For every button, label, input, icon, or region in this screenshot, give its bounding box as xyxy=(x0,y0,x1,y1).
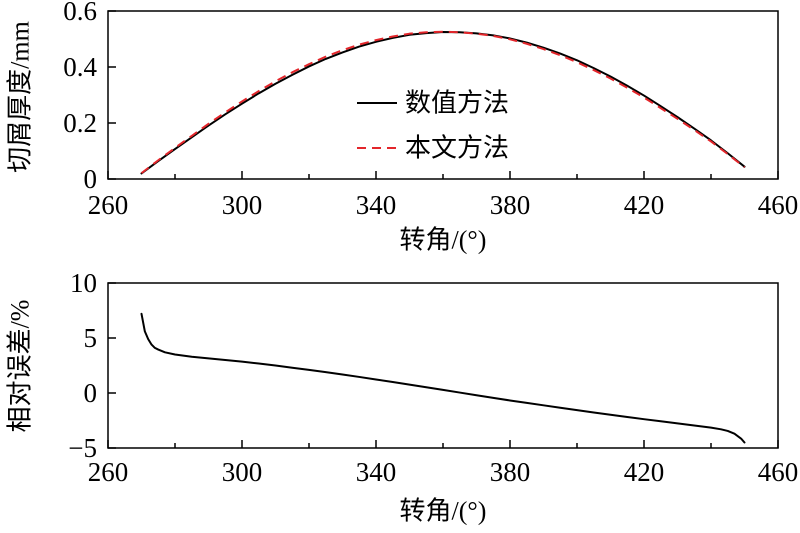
x-tick-label: 380 xyxy=(490,190,531,220)
y-tick-label: 0 xyxy=(84,378,98,408)
y-tick-label: −5 xyxy=(68,433,97,463)
series-line-2 xyxy=(140,30,746,174)
x-tick-label: 460 xyxy=(758,190,799,220)
top-x-axis-label: 转角/(°) xyxy=(400,226,487,255)
y-tick-label: 0.6 xyxy=(63,0,97,26)
x-tick-label: 260 xyxy=(88,457,129,487)
y-tick-label: 0 xyxy=(84,164,98,194)
x-tick-label: 420 xyxy=(624,457,665,487)
y-tick-label: 0.2 xyxy=(63,108,97,138)
x-tick-label: 300 xyxy=(222,190,263,220)
legend-label-1: 数值方法 xyxy=(405,89,509,118)
y-tick-label: 10 xyxy=(70,268,97,298)
x-tick-label: 300 xyxy=(222,457,263,487)
x-tick-label: 460 xyxy=(758,457,799,487)
bottom-x-axis-label: 转角/(°) xyxy=(400,497,487,526)
x-tick-label: 420 xyxy=(624,190,665,220)
y-tick-label: 5 xyxy=(84,323,98,353)
top-y-axis-label: 切屑厚度/mm xyxy=(6,21,35,173)
legend-label-2: 本文方法 xyxy=(405,134,509,163)
x-tick-label: 380 xyxy=(490,457,531,487)
bottom-y-axis-label: 相对误差/% xyxy=(6,300,35,433)
series-line-1 xyxy=(140,31,746,175)
y-tick-label: 0.4 xyxy=(63,52,97,82)
subplot-2: 260 300 340 380 420 460 −5 0 5 10 xyxy=(68,268,798,487)
series-line-1 xyxy=(140,312,746,444)
x-tick-label: 260 xyxy=(88,190,129,220)
x-tick-label: 340 xyxy=(356,190,397,220)
x-tick-label: 340 xyxy=(356,457,397,487)
